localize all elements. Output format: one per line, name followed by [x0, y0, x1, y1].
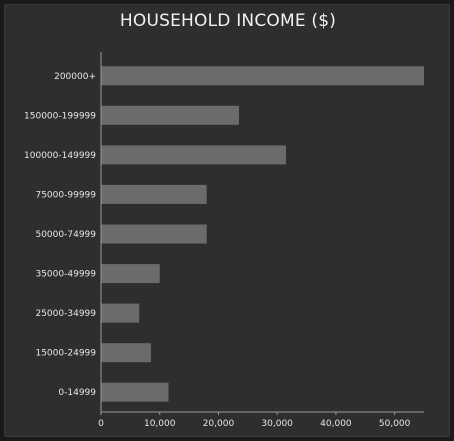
bar-75000-99999 [101, 184, 207, 204]
x-tick-label: 40,000 [320, 419, 352, 429]
category-label: 15000-24999 [35, 349, 96, 359]
bar-15000-24999 [101, 343, 151, 363]
category-label: 0-14999 [58, 388, 96, 398]
x-tick-label: 10,000 [144, 419, 176, 429]
bar-100000-149999 [101, 145, 286, 165]
bar-35000-49999 [101, 264, 160, 284]
x-tick-label: 0 [98, 419, 104, 429]
x-tick-label: 20,000 [203, 419, 235, 429]
bar-25000-34999 [101, 303, 140, 323]
category-label: 50000-74999 [35, 230, 96, 240]
x-tick-label: 30,000 [261, 419, 293, 429]
bar-0-14999 [101, 382, 169, 402]
bar-150000-199999 [101, 105, 239, 125]
category-label: 200000+ [54, 72, 96, 82]
category-label: 25000-34999 [35, 309, 96, 319]
category-label: 75000-99999 [35, 190, 96, 200]
x-tick-label: 50,000 [379, 419, 411, 429]
category-label: 150000-199999 [24, 111, 96, 121]
bar-50000-74999 [101, 224, 207, 244]
category-label: 35000-49999 [35, 270, 96, 280]
chart-title: HOUSEHOLD INCOME ($) [119, 11, 337, 31]
bar-200000+ [101, 66, 424, 86]
category-label: 100000-149999 [24, 151, 96, 161]
